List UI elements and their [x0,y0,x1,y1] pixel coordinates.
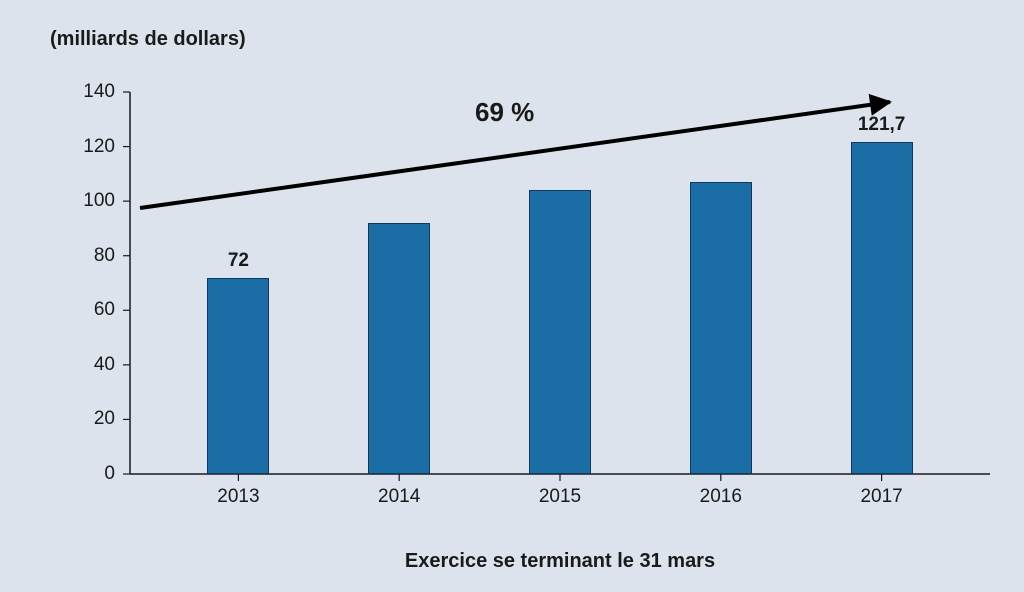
x-tick-label: 2016 [700,486,742,508]
y-tick-label: 120 [55,136,115,158]
x-tick-label: 2013 [217,486,259,508]
x-tick-label: 2014 [378,486,420,508]
x-axis-title: Exercice se terminant le 31 mars [360,550,760,573]
y-tick-label: 40 [55,354,115,376]
y-tick-label: 80 [55,245,115,267]
bar-chart: (milliards de dollars) 69 % Exercice se … [0,0,1024,592]
bar-value-label: 121,7 [858,114,906,136]
y-tick-label: 140 [55,81,115,103]
x-tick-label: 2017 [860,486,902,508]
y-tick-label: 60 [55,299,115,321]
y-tick-label: 100 [55,190,115,212]
bar-value-label: 72 [228,250,249,272]
percent-growth-label: 69 % [475,97,534,128]
x-tick-label: 2015 [539,486,581,508]
y-tick-label: 20 [55,408,115,430]
y-tick-label: 0 [55,463,115,485]
